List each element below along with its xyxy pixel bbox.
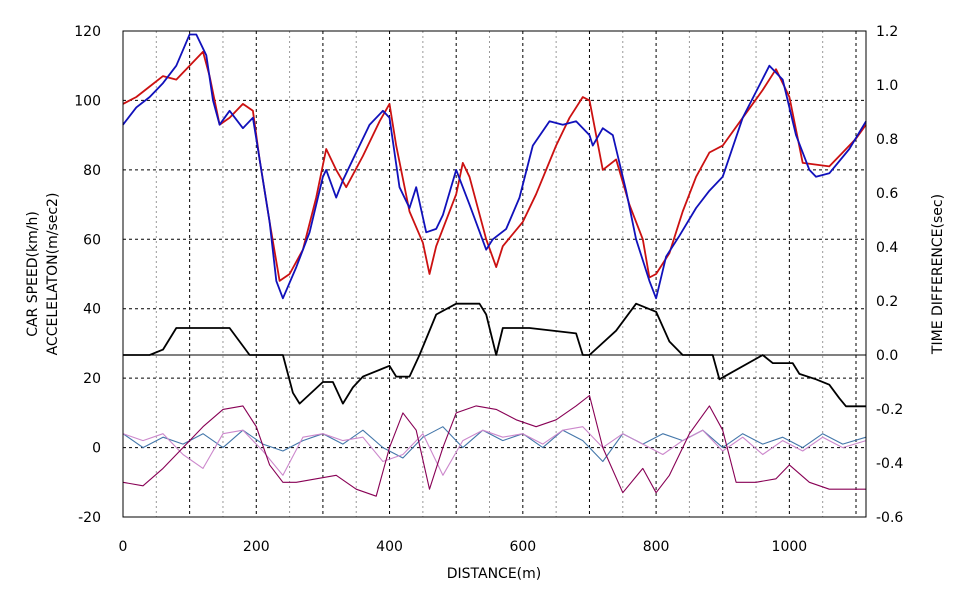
x-tick-labels: 0 200 400 600 800 1000: [119, 539, 808, 555]
y2-tick-label: 0.4: [876, 240, 898, 256]
y-tick-label: 120: [74, 24, 101, 40]
y2-tick-label: 1.2: [876, 24, 898, 40]
x-tick-label: 0: [119, 539, 128, 555]
x-tick-label: 1000: [772, 539, 808, 555]
plot-background: [123, 31, 866, 517]
series-line-6: [122, 426, 867, 476]
x-tick-label: 400: [376, 539, 403, 555]
series-line-1: [122, 50, 867, 282]
y2-tick-label: 0.0: [876, 348, 898, 364]
y-axis-label-line2: ACCELELATON(m/sec2): [45, 193, 61, 356]
x-axis-label: DISTANCE(m): [447, 566, 542, 582]
series-line-4: [122, 394, 866, 497]
series-layer: [122, 33, 867, 497]
x-tick-label: 600: [509, 539, 536, 555]
y-tick-label: 100: [74, 93, 101, 109]
y-tick-label: 20: [83, 371, 101, 387]
x-tick-label: 800: [643, 539, 670, 555]
plot-frame: [122, 30, 867, 518]
y-tick-label: -20: [78, 510, 101, 526]
y2-tick-label: -0.4: [876, 456, 903, 472]
y-axis-label-line1: CAR SPEED(km/h): [25, 211, 41, 337]
y2-tick-label: 0.2: [876, 294, 898, 310]
series-line-3: [123, 302, 866, 408]
y-tick-label: 40: [83, 302, 101, 318]
y2-tick-label: 0.8: [876, 132, 898, 148]
series-line-2: [122, 33, 867, 300]
y-tick-labels: -20 0 20 40 60 80 100 120: [74, 24, 101, 526]
y-tick-label: 80: [83, 163, 101, 179]
y2-tick-label: 0.6: [876, 186, 898, 202]
y-tick-label: 0: [92, 441, 101, 457]
y-tick-label: 60: [83, 232, 101, 248]
series-line-5: [122, 426, 867, 463]
y2-tick-label: 1.0: [876, 78, 898, 94]
grid: [123, 31, 866, 517]
y2-tick-label: -0.6: [876, 510, 903, 526]
x-tick-label: 200: [243, 539, 270, 555]
y2-axis-label: TIME DIFFERENCE(sec): [930, 194, 946, 355]
y2-tick-label: -0.2: [876, 402, 903, 418]
y2-tick-labels: -0.6 -0.4 -0.2 0.0 0.2 0.4 0.6 0.8 1.0 1.2: [876, 24, 903, 526]
